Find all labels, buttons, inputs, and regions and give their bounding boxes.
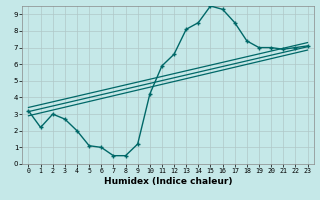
X-axis label: Humidex (Indice chaleur): Humidex (Indice chaleur) [104, 177, 232, 186]
